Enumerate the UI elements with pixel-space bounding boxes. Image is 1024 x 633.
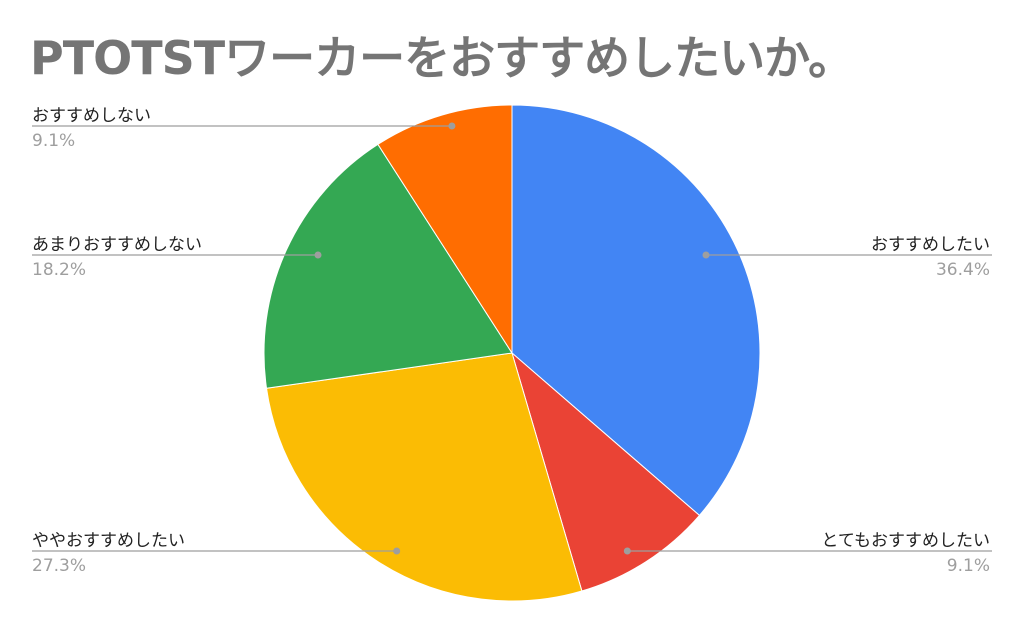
slice-label-3: ややおすすめしたい — [32, 531, 185, 551]
slice-percent-4: 18.2% — [32, 260, 86, 280]
slice-label-5: おすすめしない — [32, 106, 151, 126]
pie-slice-4 — [263, 143, 513, 389]
leader-dot-3 — [393, 547, 401, 555]
pie-slice-2 — [511, 351, 701, 592]
leader-dot-4 — [314, 251, 322, 259]
pie-slices — [263, 104, 761, 602]
pie-slice-3 — [265, 352, 583, 602]
slice-percent-2: 9.1% — [947, 556, 990, 576]
slice-label-2: とてもおすすめしたい — [821, 531, 990, 551]
leader-lines — [32, 122, 992, 555]
slice-label-4: あまりおすすめしない — [32, 235, 202, 255]
pie-slice-1 — [511, 104, 761, 517]
slice-percent-3: 27.3% — [32, 556, 86, 576]
slice-percent-1: 36.4% — [936, 260, 990, 280]
slice-label-1: おすすめしたい — [871, 235, 990, 255]
slice-labels: おすすめしたい 36.4% とてもおすすめしたい 9.1% ややおすすめしたい 27.3%… — [32, 106, 990, 576]
chart-title: PTOTSTワーカーをおすすめしたいか。 — [30, 31, 854, 85]
leader-dot-5 — [448, 122, 456, 130]
pie-slice-5 — [377, 104, 513, 355]
leader-dot-1 — [702, 251, 710, 259]
leader-dot-2 — [623, 547, 631, 555]
slice-percent-5: 9.1% — [32, 131, 75, 151]
